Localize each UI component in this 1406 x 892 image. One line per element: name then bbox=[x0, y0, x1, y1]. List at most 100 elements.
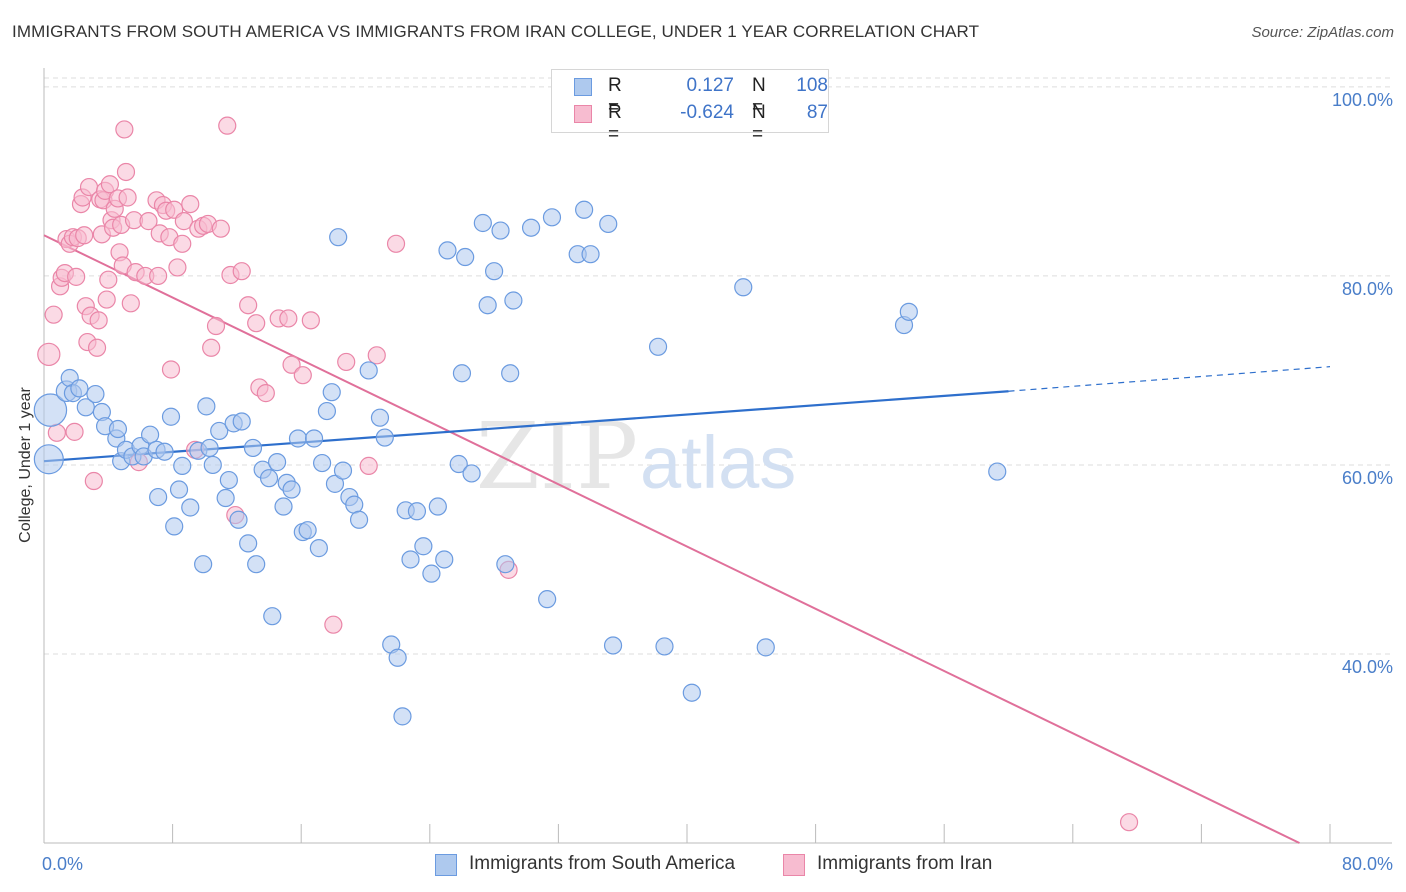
point-south-america bbox=[140, 425, 160, 444]
point-south-america bbox=[438, 241, 457, 260]
x-tick-label: 80.0% bbox=[1342, 854, 1393, 874]
point-south-america bbox=[108, 419, 128, 439]
point-iran bbox=[174, 212, 193, 231]
point-south-america bbox=[370, 408, 390, 427]
point-south-america bbox=[325, 474, 345, 493]
point-iran bbox=[84, 471, 103, 491]
point-south-america bbox=[581, 245, 600, 264]
point-south-america bbox=[452, 364, 472, 383]
point-south-america bbox=[298, 521, 317, 540]
point-south-america bbox=[422, 564, 441, 583]
point-iran bbox=[293, 366, 312, 385]
point-iran bbox=[100, 175, 120, 194]
point-iran bbox=[256, 384, 275, 403]
point-south-america bbox=[304, 429, 324, 448]
point-south-america bbox=[247, 555, 266, 574]
point-south-america bbox=[232, 412, 251, 431]
point-south-america bbox=[734, 278, 753, 297]
point-south-america bbox=[243, 438, 263, 458]
point-south-america bbox=[161, 407, 181, 426]
point-iran bbox=[173, 234, 192, 253]
point-iran bbox=[337, 352, 356, 372]
grid bbox=[44, 77, 1392, 655]
point-south-america bbox=[259, 469, 279, 488]
point-south-america bbox=[599, 214, 618, 234]
y-tick-label: 100.0% bbox=[1332, 90, 1393, 110]
point-iran bbox=[116, 162, 136, 182]
point-south-america bbox=[210, 421, 229, 441]
point-south-america bbox=[349, 510, 369, 529]
point-south-america bbox=[239, 534, 258, 553]
point-south-america bbox=[219, 470, 238, 490]
point-iran bbox=[386, 234, 406, 253]
legend-r-value: -0.624 bbox=[680, 102, 734, 123]
point-iran bbox=[1119, 813, 1139, 832]
point-south-america bbox=[655, 637, 674, 656]
point-iran bbox=[149, 266, 168, 286]
point-iran bbox=[359, 456, 378, 475]
point-south-america bbox=[407, 502, 427, 521]
point-south-america bbox=[312, 453, 332, 473]
point-south-america bbox=[194, 555, 213, 574]
point-iran bbox=[65, 422, 84, 441]
legend-r-label: R = bbox=[608, 102, 622, 145]
point-south-america bbox=[496, 555, 515, 574]
point-iran bbox=[37, 342, 61, 367]
point-iran bbox=[211, 219, 230, 238]
point-south-america bbox=[542, 208, 562, 227]
point-south-america bbox=[70, 379, 89, 398]
point-iran bbox=[247, 314, 266, 333]
legend-n-label: N = bbox=[752, 102, 766, 145]
point-south-america bbox=[309, 539, 328, 558]
point-iran bbox=[324, 615, 343, 634]
point-iran bbox=[279, 309, 298, 328]
point-south-america bbox=[322, 383, 341, 402]
point-south-america bbox=[449, 454, 468, 474]
legend-swatch-blue bbox=[574, 78, 592, 96]
point-iran bbox=[115, 120, 134, 139]
point-south-america bbox=[203, 455, 222, 475]
point-iran bbox=[87, 338, 107, 357]
point-south-america bbox=[491, 221, 510, 240]
points-south-america bbox=[33, 77, 1007, 726]
point-south-america bbox=[428, 497, 447, 516]
chart-title: IMMIGRANTS FROM SOUTH AMERICA VS IMMIGRA… bbox=[12, 22, 980, 41]
legend-n-label: N = bbox=[752, 75, 766, 118]
trend-lines bbox=[43, 234, 1331, 844]
point-south-america bbox=[229, 510, 248, 529]
point-south-america bbox=[988, 462, 1007, 481]
point-iran bbox=[218, 116, 237, 135]
point-south-america bbox=[756, 638, 775, 657]
legend-label-south-america: Immigrants from South America bbox=[469, 853, 736, 874]
point-south-america bbox=[282, 480, 301, 499]
point-south-america bbox=[473, 213, 492, 233]
point-south-america bbox=[267, 453, 287, 472]
legend-swatch-pink bbox=[783, 854, 805, 876]
point-south-america bbox=[165, 517, 184, 536]
point-south-america bbox=[288, 429, 308, 448]
point-south-america bbox=[648, 337, 668, 356]
point-south-america bbox=[899, 302, 918, 321]
point-south-america bbox=[414, 537, 433, 556]
source-label: Source: ZipAtlas.com bbox=[1251, 24, 1394, 41]
point-south-america bbox=[485, 262, 504, 281]
legend-n-value: 87 bbox=[806, 102, 828, 123]
x-tick-label: 0.0% bbox=[42, 854, 83, 874]
point-iran bbox=[75, 226, 94, 245]
point-iran bbox=[89, 311, 108, 330]
point-south-america bbox=[462, 464, 481, 483]
legend-r-label: R = bbox=[608, 75, 622, 118]
point-iran bbox=[206, 316, 226, 336]
point-south-america bbox=[501, 364, 520, 383]
point-south-america bbox=[575, 200, 594, 219]
point-iran bbox=[239, 296, 258, 315]
point-iran bbox=[282, 355, 301, 374]
point-south-america bbox=[86, 384, 105, 404]
points-iran bbox=[37, 116, 1139, 832]
point-south-america bbox=[435, 550, 454, 569]
point-south-america bbox=[329, 228, 348, 247]
point-south-america bbox=[538, 590, 557, 609]
point-south-america bbox=[181, 498, 200, 517]
point-iran bbox=[121, 294, 140, 313]
